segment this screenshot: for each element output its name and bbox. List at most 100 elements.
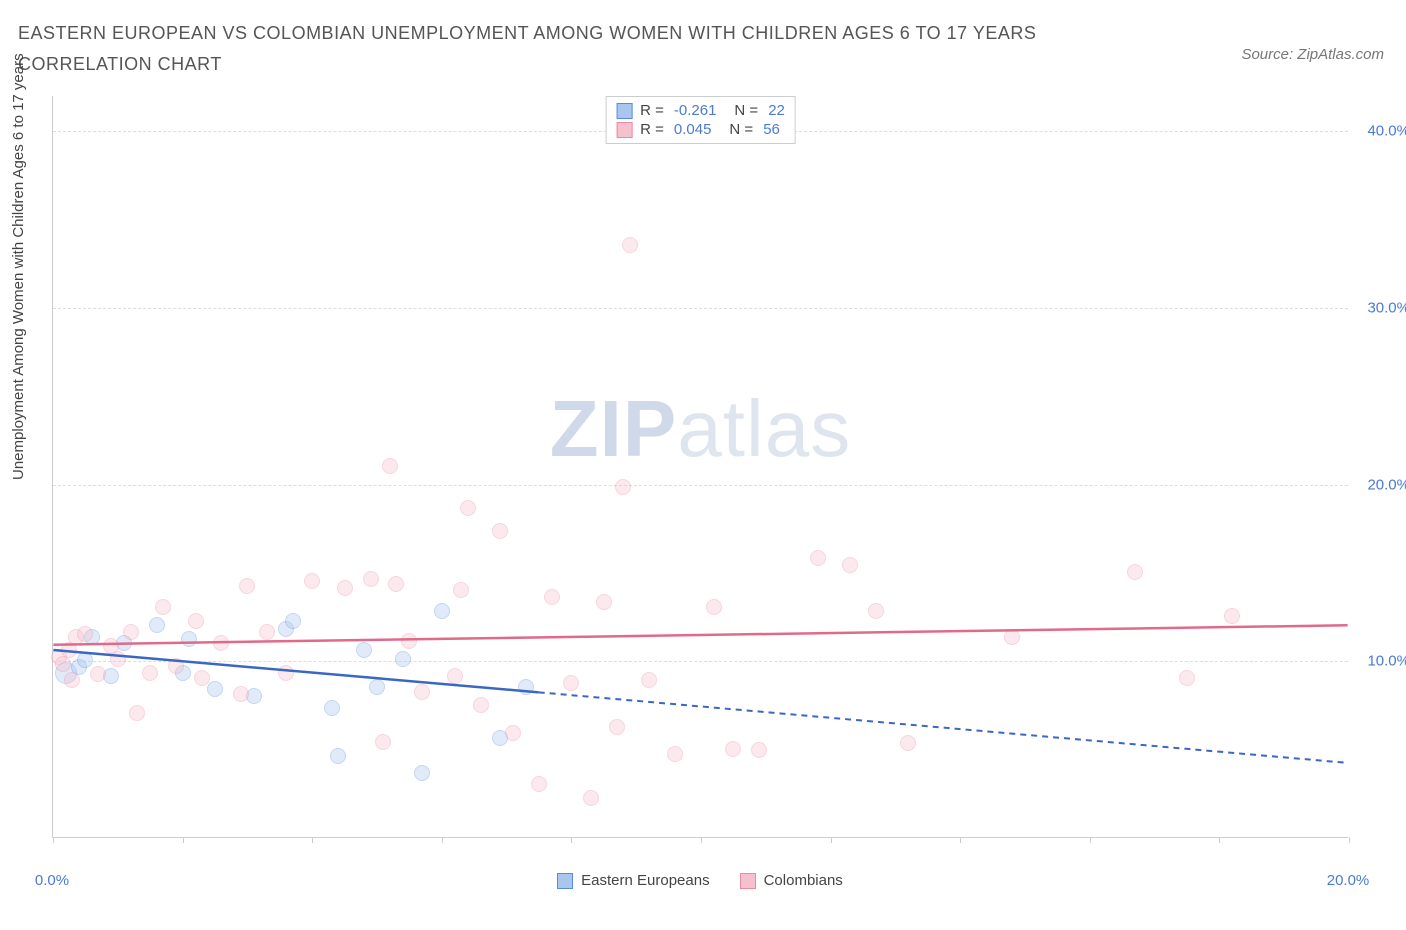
data-point-colombians <box>447 668 463 684</box>
x-tick <box>701 837 702 843</box>
data-point-eastern_europeans <box>518 679 534 695</box>
data-point-colombians <box>168 658 184 674</box>
legend-label-eastern: Eastern Europeans <box>581 872 709 889</box>
data-point-colombians <box>110 651 126 667</box>
data-point-colombians <box>142 665 158 681</box>
r-label: R = <box>640 102 664 119</box>
data-point-colombians <box>842 557 858 573</box>
data-point-colombians <box>453 582 469 598</box>
data-point-eastern_europeans <box>77 652 93 668</box>
x-tick <box>1090 837 1091 843</box>
swatch-colombian-icon <box>740 873 756 889</box>
data-point-eastern_europeans <box>414 765 430 781</box>
data-point-colombians <box>492 523 508 539</box>
data-point-colombians <box>473 697 489 713</box>
grid-line <box>53 485 1348 486</box>
data-point-colombians <box>615 479 631 495</box>
x-tick <box>1349 837 1350 843</box>
data-point-colombians <box>304 573 320 589</box>
data-point-colombians <box>213 635 229 651</box>
data-point-colombians <box>259 624 275 640</box>
data-point-colombians <box>810 550 826 566</box>
x-tick <box>571 837 572 843</box>
data-point-colombians <box>77 626 93 642</box>
data-point-colombians <box>641 672 657 688</box>
data-point-colombians <box>1224 608 1240 624</box>
legend-item-colombian: Colombians <box>740 872 843 889</box>
data-point-colombians <box>90 666 106 682</box>
x-tick <box>1219 837 1220 843</box>
data-point-colombians <box>55 656 71 672</box>
data-point-eastern_europeans <box>181 631 197 647</box>
data-point-eastern_europeans <box>285 613 301 629</box>
data-point-eastern_europeans <box>330 748 346 764</box>
data-point-eastern_europeans <box>434 603 450 619</box>
r-value-colombian: 0.045 <box>674 121 712 138</box>
data-point-colombians <box>563 675 579 691</box>
grid-line <box>53 661 1348 662</box>
x-tick <box>312 837 313 843</box>
r-value-eastern: -0.261 <box>674 102 717 119</box>
n-value-eastern: 22 <box>768 102 785 119</box>
legend-row-colombian: R = 0.045 N = 56 <box>616 120 785 139</box>
data-point-colombians <box>725 741 741 757</box>
x-tick-label: 0.0% <box>35 872 69 889</box>
watermark-bold: ZIP <box>550 384 677 473</box>
data-point-colombians <box>622 237 638 253</box>
data-point-colombians <box>751 742 767 758</box>
data-point-colombians <box>194 670 210 686</box>
data-point-colombians <box>123 624 139 640</box>
data-point-colombians <box>531 776 547 792</box>
legend-correlation: R = -0.261 N = 22 R = 0.045 N = 56 <box>605 96 796 144</box>
data-point-colombians <box>1004 629 1020 645</box>
data-point-colombians <box>188 613 204 629</box>
n-label: N = <box>729 121 753 138</box>
data-point-colombians <box>544 589 560 605</box>
x-tick <box>831 837 832 843</box>
data-point-eastern_europeans <box>324 700 340 716</box>
x-tick <box>960 837 961 843</box>
chart-title: EASTERN EUROPEAN VS COLOMBIAN UNEMPLOYME… <box>18 18 1118 79</box>
x-tick <box>183 837 184 843</box>
data-point-eastern_europeans <box>395 651 411 667</box>
data-point-eastern_europeans <box>149 617 165 633</box>
r-label: R = <box>640 121 664 138</box>
data-point-colombians <box>900 735 916 751</box>
n-value-colombian: 56 <box>763 121 780 138</box>
y-tick-label: 10.0% <box>1355 653 1406 670</box>
x-tick <box>53 837 54 843</box>
data-point-colombians <box>460 500 476 516</box>
y-tick-label: 40.0% <box>1355 123 1406 140</box>
data-point-colombians <box>401 633 417 649</box>
data-point-colombians <box>414 684 430 700</box>
data-point-colombians <box>706 599 722 615</box>
data-point-eastern_europeans <box>369 679 385 695</box>
data-point-colombians <box>609 719 625 735</box>
source-attribution: Source: ZipAtlas.com <box>1241 46 1384 63</box>
grid-line <box>53 308 1348 309</box>
data-point-colombians <box>337 580 353 596</box>
n-label: N = <box>734 102 758 119</box>
swatch-colombian <box>616 122 632 138</box>
data-point-colombians <box>1179 670 1195 686</box>
data-point-colombians <box>596 594 612 610</box>
data-point-colombians <box>583 790 599 806</box>
data-point-colombians <box>363 571 379 587</box>
watermark-light: atlas <box>677 384 851 473</box>
data-point-colombians <box>278 665 294 681</box>
legend-series: Eastern Europeans Colombians <box>52 872 1348 889</box>
data-point-eastern_europeans <box>207 681 223 697</box>
swatch-eastern-icon <box>557 873 573 889</box>
data-point-colombians <box>64 672 80 688</box>
plot-area: ZIPatlas R = -0.261 N = 22 R = 0.045 N =… <box>52 96 1348 838</box>
x-tick <box>442 837 443 843</box>
data-point-colombians <box>382 458 398 474</box>
y-tick-label: 20.0% <box>1355 476 1406 493</box>
data-point-colombians <box>155 599 171 615</box>
swatch-eastern <box>616 103 632 119</box>
data-point-colombians <box>667 746 683 762</box>
data-point-colombians <box>1127 564 1143 580</box>
data-point-colombians <box>375 734 391 750</box>
data-point-colombians <box>233 686 249 702</box>
data-point-eastern_europeans <box>356 642 372 658</box>
